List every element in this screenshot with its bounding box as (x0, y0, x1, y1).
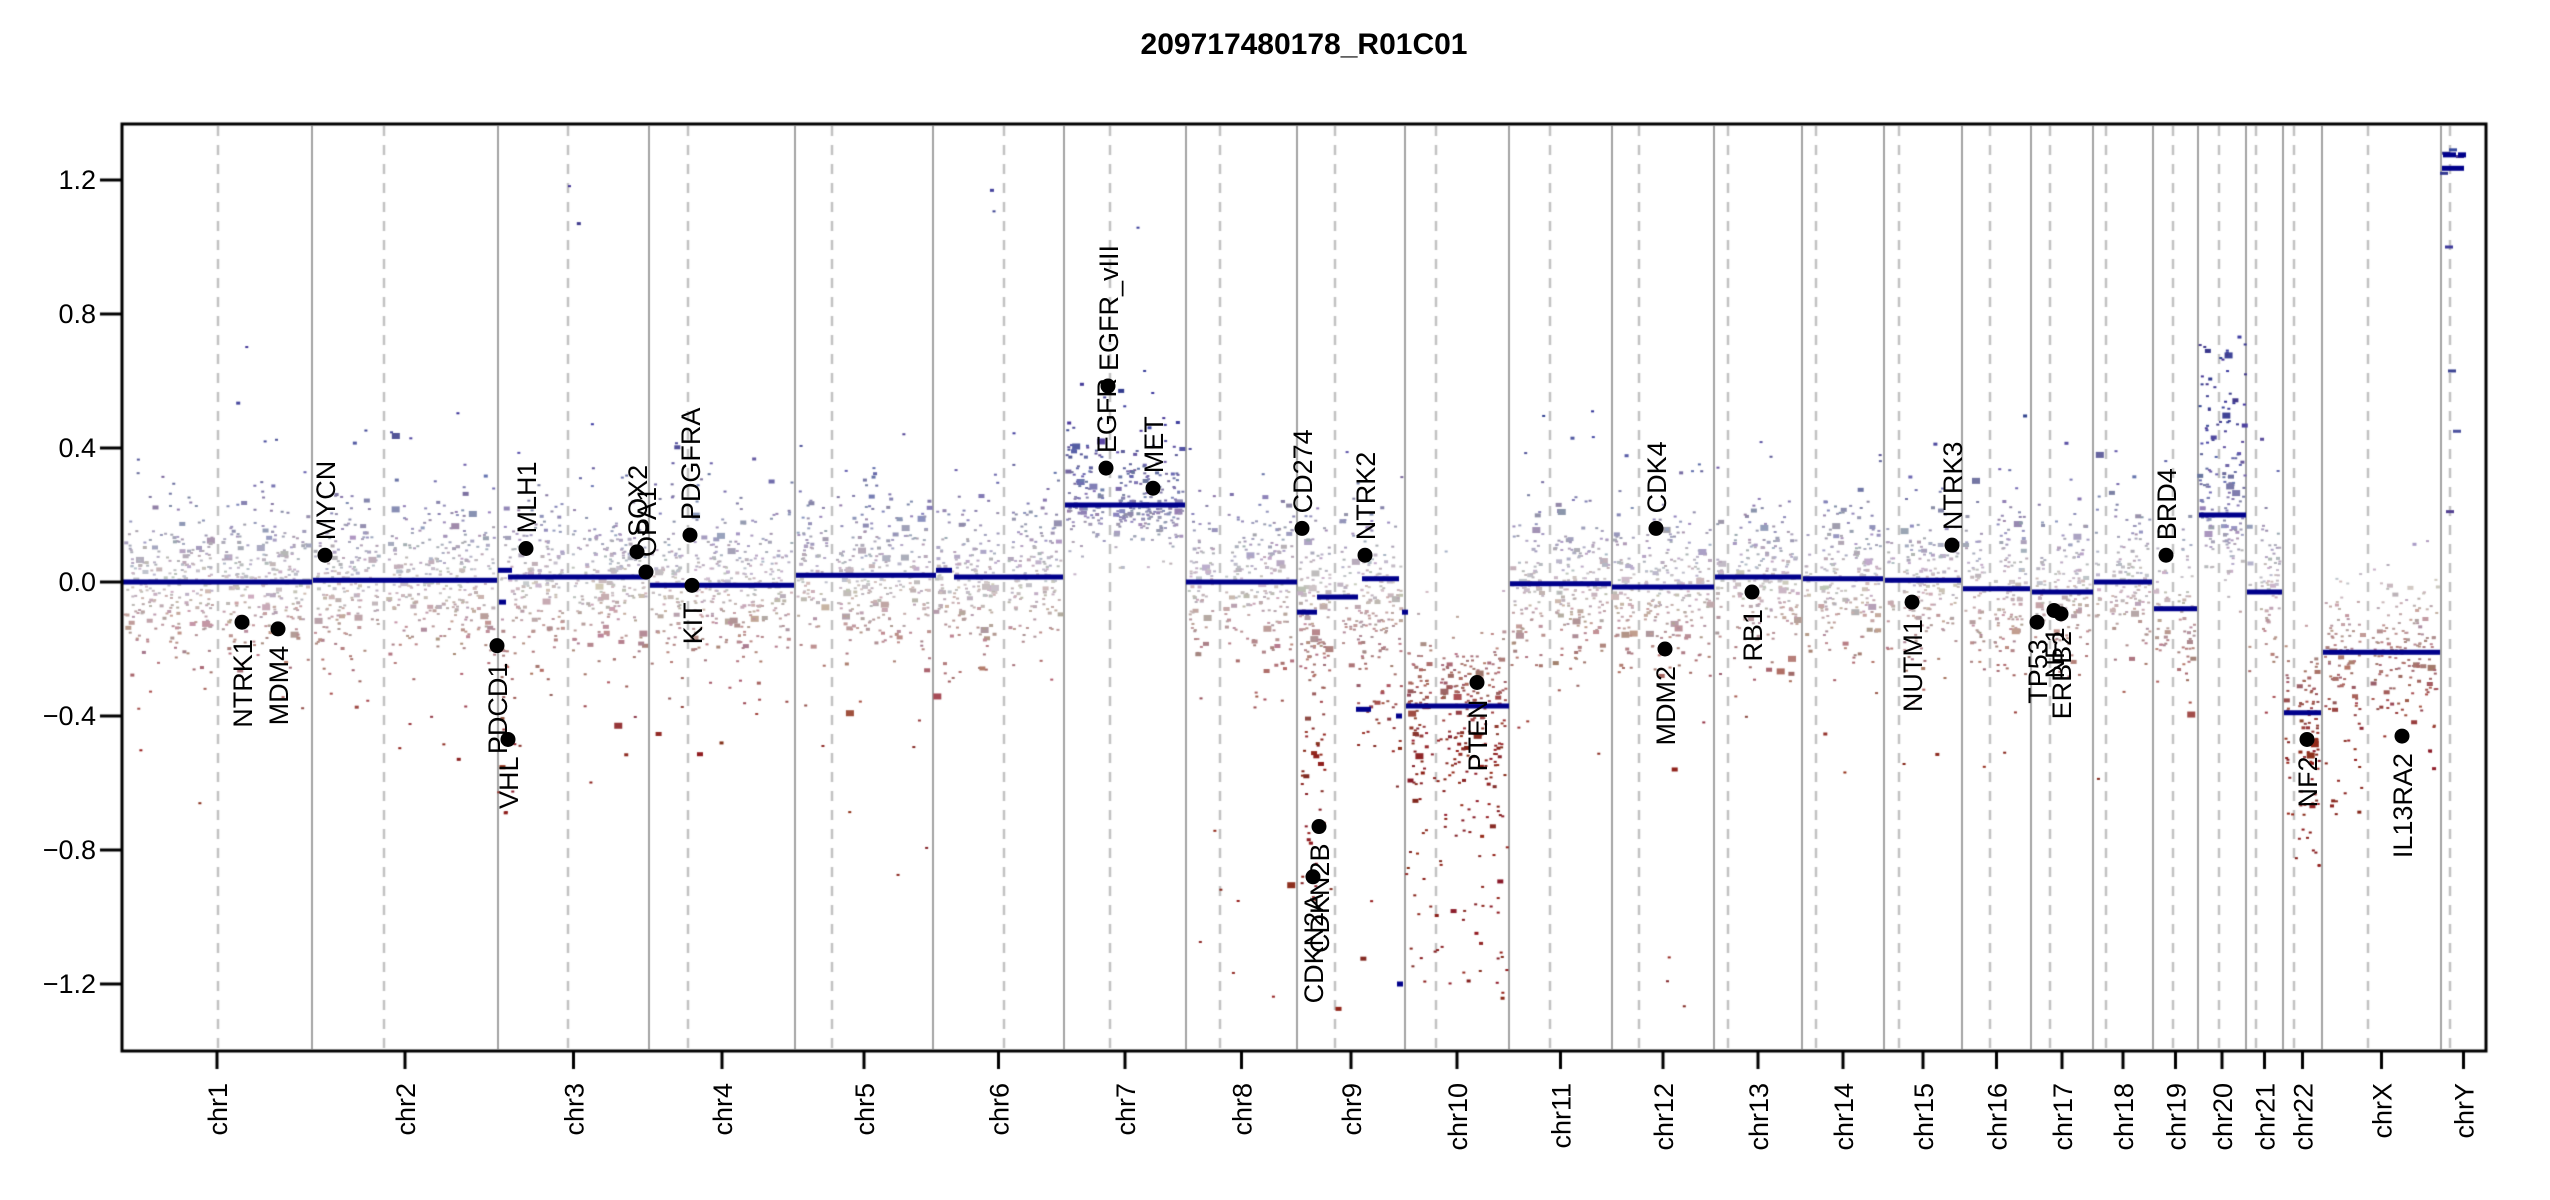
cnv-scatter-canvas (0, 0, 2550, 1200)
cnv-genome-plot: 209717480178_R01C01 1.2 0.8 0.4 0.0 −0.4 −0.8… (0, 0, 2550, 1200)
